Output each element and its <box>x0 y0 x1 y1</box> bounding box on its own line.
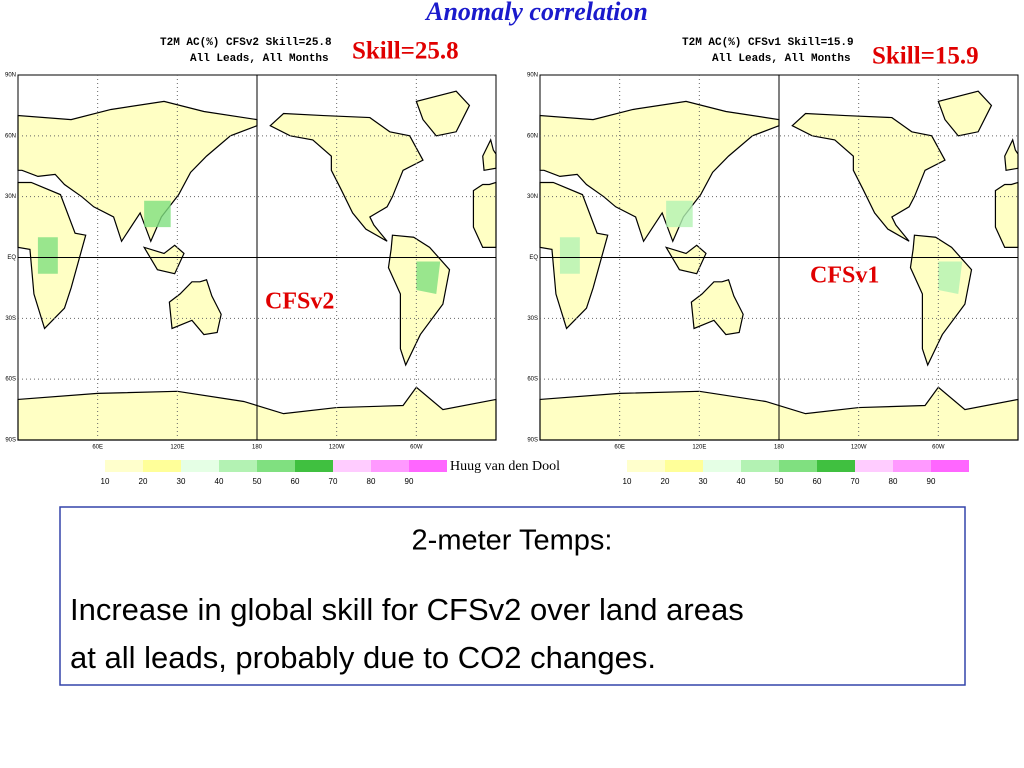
colorbar-label: 90 <box>405 477 414 486</box>
map-header: T2M AC(%) CFSv1 Skill=15.9 <box>682 37 854 49</box>
skill-patch <box>666 200 693 228</box>
credit: Huug van den Dool <box>450 459 560 474</box>
colorbar-label: 50 <box>775 477 784 486</box>
lon-label: 180 <box>252 445 263 451</box>
lat-label: EQ <box>7 255 16 261</box>
colorbar-bin <box>295 460 333 472</box>
text-line: Increase in global skill for CFSv2 over … <box>70 592 744 627</box>
lon-label: 60W <box>410 445 423 451</box>
colorbar-bin <box>741 460 779 472</box>
colorbar-bin <box>143 460 181 472</box>
lat-label: 90S <box>5 438 16 444</box>
land <box>690 279 744 336</box>
land <box>482 138 497 172</box>
colorbar-bin <box>703 460 741 472</box>
skill-patch <box>416 261 441 294</box>
colorbar-bin <box>257 460 295 472</box>
map-header: T2M AC(%) CFSv2 Skill=25.8 <box>160 37 332 49</box>
colorbar-bin <box>181 460 219 472</box>
lat-label: 90N <box>527 73 538 79</box>
lat-label: 30N <box>527 194 538 200</box>
lon-label: 60W <box>932 445 945 451</box>
colorbar-label: 40 <box>215 477 224 486</box>
land <box>142 244 185 275</box>
lat-label: 30S <box>5 316 16 322</box>
land <box>664 244 707 275</box>
colorbar-label: 70 <box>851 477 860 486</box>
colorbar-label: 80 <box>367 477 376 486</box>
land <box>269 112 424 242</box>
colorbar-bin <box>817 460 855 472</box>
land <box>168 279 222 336</box>
colorbar-bin <box>409 460 447 472</box>
lat-label: 60S <box>527 377 538 383</box>
colorbar-label: 10 <box>101 477 110 486</box>
colorbar-label: 70 <box>329 477 338 486</box>
lat-label: 90N <box>5 73 16 79</box>
model-label: CFSv2 <box>265 289 334 315</box>
text-heading: 2-meter Temps: <box>412 525 613 557</box>
lat-label: 60N <box>527 133 538 139</box>
lon-label: 180 <box>774 445 785 451</box>
colorbar-bin <box>333 460 371 472</box>
land <box>415 90 471 137</box>
colorbar-label: 10 <box>623 477 632 486</box>
map-header: All Leads, All Months <box>712 53 851 65</box>
skill-label: Skill=25.8 <box>352 38 459 65</box>
slide-title: Anomaly correlation <box>424 0 648 26</box>
colorbar-label: 90 <box>927 477 936 486</box>
colorbar-bin <box>105 460 143 472</box>
land <box>791 112 946 242</box>
map-header: All Leads, All Months <box>190 53 329 65</box>
skill-patch <box>559 237 580 274</box>
lat-label: EQ <box>529 255 538 261</box>
model-label: CFSv1 <box>810 263 879 289</box>
colorbar-bin <box>665 460 703 472</box>
colorbar-label: 30 <box>699 477 708 486</box>
lon-label: 60E <box>614 445 625 451</box>
lon-label: 120E <box>692 445 706 451</box>
lon-label: 120E <box>170 445 184 451</box>
lon-label: 120W <box>329 445 345 451</box>
skill-patch <box>144 200 171 228</box>
lon-label: 120W <box>851 445 867 451</box>
lat-label: 90S <box>527 438 538 444</box>
skill-patch <box>938 261 963 294</box>
colorbar-label: 50 <box>253 477 262 486</box>
colorbar-bin <box>627 460 665 472</box>
lat-label: 60N <box>5 133 16 139</box>
text-box <box>59 506 966 686</box>
colorbar-bin <box>779 460 817 472</box>
land <box>994 181 1019 248</box>
land <box>937 90 993 137</box>
lat-label: 60S <box>5 377 16 383</box>
skill-label: Skill=15.9 <box>872 43 979 70</box>
colorbar-bin <box>855 460 893 472</box>
skill-patch <box>37 237 58 274</box>
colorbar-label: 20 <box>139 477 148 486</box>
colorbar-bin <box>219 460 257 472</box>
colorbar-label: 40 <box>737 477 746 486</box>
colorbar-label: 20 <box>661 477 670 486</box>
colorbar-bin <box>931 460 969 472</box>
land <box>1004 138 1019 172</box>
colorbar-bin <box>893 460 931 472</box>
colorbar-label: 80 <box>889 477 898 486</box>
colorbar-label: 30 <box>177 477 186 486</box>
lon-label: 60E <box>92 445 103 451</box>
land <box>472 181 497 248</box>
lat-label: 30S <box>527 316 538 322</box>
colorbar-bin <box>371 460 409 472</box>
lat-label: 30N <box>5 194 16 200</box>
colorbar-label: 60 <box>291 477 300 486</box>
text-line: at all leads, probably due to CO2 change… <box>70 640 656 675</box>
colorbar-label: 60 <box>813 477 822 486</box>
